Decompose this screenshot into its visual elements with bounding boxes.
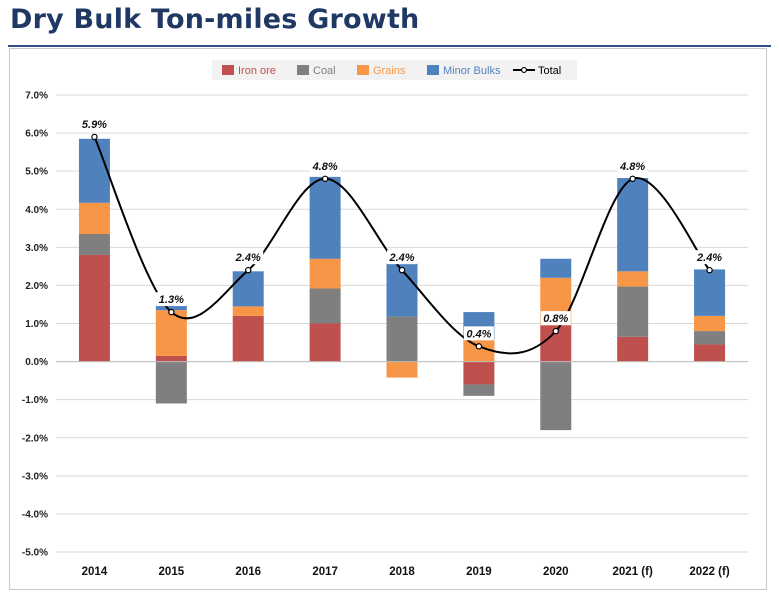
- total-marker-2018: [398, 266, 406, 274]
- bar-grains-2016: [232, 306, 264, 316]
- x-tick-label: 2019: [466, 566, 492, 578]
- bar-grains-2021-f: [617, 271, 649, 287]
- y-tick-label: 7.0%: [25, 91, 48, 102]
- bar-minor-bulks-2021-f: [617, 178, 649, 272]
- bar-coal-2020: [540, 361, 572, 431]
- axes: 7.0% 6.0% 5.0% 4.0% 3.0% 2.0% 1.0% 0.0% -1.0% -2.…: [22, 91, 748, 578]
- data-label-2015: 1.3%: [159, 294, 184, 306]
- data-label-2019: 0.4%: [466, 328, 491, 340]
- data-label-bg: [387, 250, 417, 265]
- x-tick-label: 2015: [159, 566, 185, 578]
- bars: [78, 138, 726, 431]
- bar-grains-2019: [463, 339, 495, 362]
- y-tick-label: 4.0%: [25, 205, 48, 216]
- data-labels: 5.9% 1.3% 2.4% 4.8% 2.4% 0.4% 0.8% 4.8% 2.4%: [79, 116, 725, 341]
- y-tick-label: 0.0%: [25, 357, 48, 368]
- legend-swatch-iron-ore: [222, 65, 234, 75]
- data-label-bg: [156, 292, 187, 307]
- data-label-bg: [617, 158, 648, 173]
- y-tick-label: -3.0%: [22, 471, 48, 482]
- legend-swatch-grains: [357, 65, 369, 75]
- legend-swatch-marker: [521, 67, 527, 73]
- bar-coal-2019: [463, 384, 495, 396]
- y-tick-label: 5.0%: [25, 167, 48, 178]
- bar-grains-2014: [78, 202, 110, 235]
- data-label-2020: 0.8%: [543, 313, 568, 325]
- total-marker-2015: [168, 308, 175, 316]
- y-tick-label: 2.0%: [25, 281, 48, 292]
- data-label-bg: [310, 158, 341, 173]
- data-label-2018: 2.4%: [388, 252, 414, 264]
- data-label-2016: 2.4%: [235, 252, 261, 264]
- bar-iron-ore-2019: [463, 361, 495, 385]
- total-marker-2022-f: [706, 266, 713, 274]
- x-tick-label: 2014: [82, 566, 108, 578]
- bar-coal-2015: [155, 361, 187, 404]
- bar-minor-bulks-2016: [232, 271, 264, 307]
- chart-svg: 5.9% 1.3% 2.4% 4.8% 2.4% 0.4% 0.8% 4.8% 2.4% 7.0…: [22, 60, 748, 578]
- bar-iron-ore-2021-f: [617, 336, 649, 362]
- data-label-2017: 4.8%: [312, 161, 338, 173]
- total-marker-2017: [321, 175, 329, 182]
- total-marker-2020: [552, 327, 559, 335]
- total-marker-2021-f: [629, 175, 636, 182]
- data-label-bg: [540, 311, 571, 326]
- bar-grains-2018: [386, 361, 418, 378]
- y-tick-label: -4.0%: [22, 509, 48, 520]
- bar-minor-bulks-2017: [309, 176, 341, 259]
- bar-coal-2017: [309, 288, 341, 324]
- total-line: [91, 133, 713, 355]
- bar-iron-ore-2022-f: [694, 344, 726, 362]
- data-label-2021-f: 4.8%: [619, 161, 645, 173]
- y-tick-label: -5.0%: [22, 548, 48, 559]
- data-label-bg: [79, 116, 110, 131]
- y-tick-label: -1.0%: [22, 395, 48, 406]
- bar-iron-ore-2015: [155, 355, 187, 362]
- page-title: Dry Bulk Ton-miles Growth: [10, 4, 420, 35]
- legend-swatch-coal: [297, 65, 309, 75]
- y-tick-label: 1.0%: [25, 319, 48, 330]
- bar-grains-2022-f: [694, 315, 726, 332]
- y-tick-label: 3.0%: [25, 243, 48, 254]
- bar-minor-bulks-2022-f: [694, 269, 726, 316]
- legend-swatch-minor-bulks: [427, 65, 439, 75]
- title-underline: [8, 45, 771, 47]
- x-tick-label: 2016: [235, 566, 261, 578]
- total-marker-2014: [91, 133, 98, 141]
- legend-label-total: Total: [538, 65, 561, 77]
- data-label-bg: [233, 250, 264, 265]
- bar-iron-ore-2014: [78, 254, 110, 362]
- bar-iron-ore-2017: [309, 323, 341, 362]
- legend-label-minor-bulks: Minor Bulks: [443, 65, 501, 77]
- x-tick-label: 2018: [389, 566, 415, 578]
- legend: Iron ore Coal Grains Minor Bulks Total: [212, 60, 577, 80]
- x-tick-label: 2022 (f): [689, 566, 729, 578]
- bar-grains-2017: [309, 258, 341, 289]
- legend-label-grains: Grains: [373, 65, 406, 77]
- data-label-2014: 5.9%: [82, 119, 107, 131]
- y-tick-label: -2.0%: [22, 433, 48, 444]
- bar-iron-ore-2016: [232, 315, 264, 362]
- bar-coal-2021-f: [617, 286, 649, 337]
- data-label-bg: [463, 326, 494, 341]
- x-tick-label: 2017: [312, 566, 338, 578]
- bar-minor-bulks-2015: [155, 305, 187, 311]
- total-marker-2016: [245, 266, 252, 274]
- bar-coal-2014: [78, 234, 110, 255]
- data-label-bg: [694, 250, 725, 265]
- bar-coal-2022-f: [694, 331, 726, 345]
- y-tick-label: 6.0%: [25, 129, 48, 140]
- x-tick-label: 2020: [543, 566, 569, 578]
- bar-minor-bulks-2014: [78, 138, 110, 203]
- bar-minor-bulks-2020: [540, 258, 572, 278]
- total-marker-2019: [475, 343, 483, 350]
- legend-label-coal: Coal: [313, 65, 336, 77]
- chart-frame: 5.9% 1.3% 2.4% 4.8% 2.4% 0.4% 0.8% 4.8% 2.4% 7.0…: [9, 48, 767, 590]
- data-label-2022-f: 2.4%: [696, 252, 722, 264]
- x-tick-label: 2021 (f): [613, 566, 653, 578]
- bar-coal-2018: [386, 316, 418, 362]
- legend-label-iron-ore: Iron ore: [238, 65, 276, 77]
